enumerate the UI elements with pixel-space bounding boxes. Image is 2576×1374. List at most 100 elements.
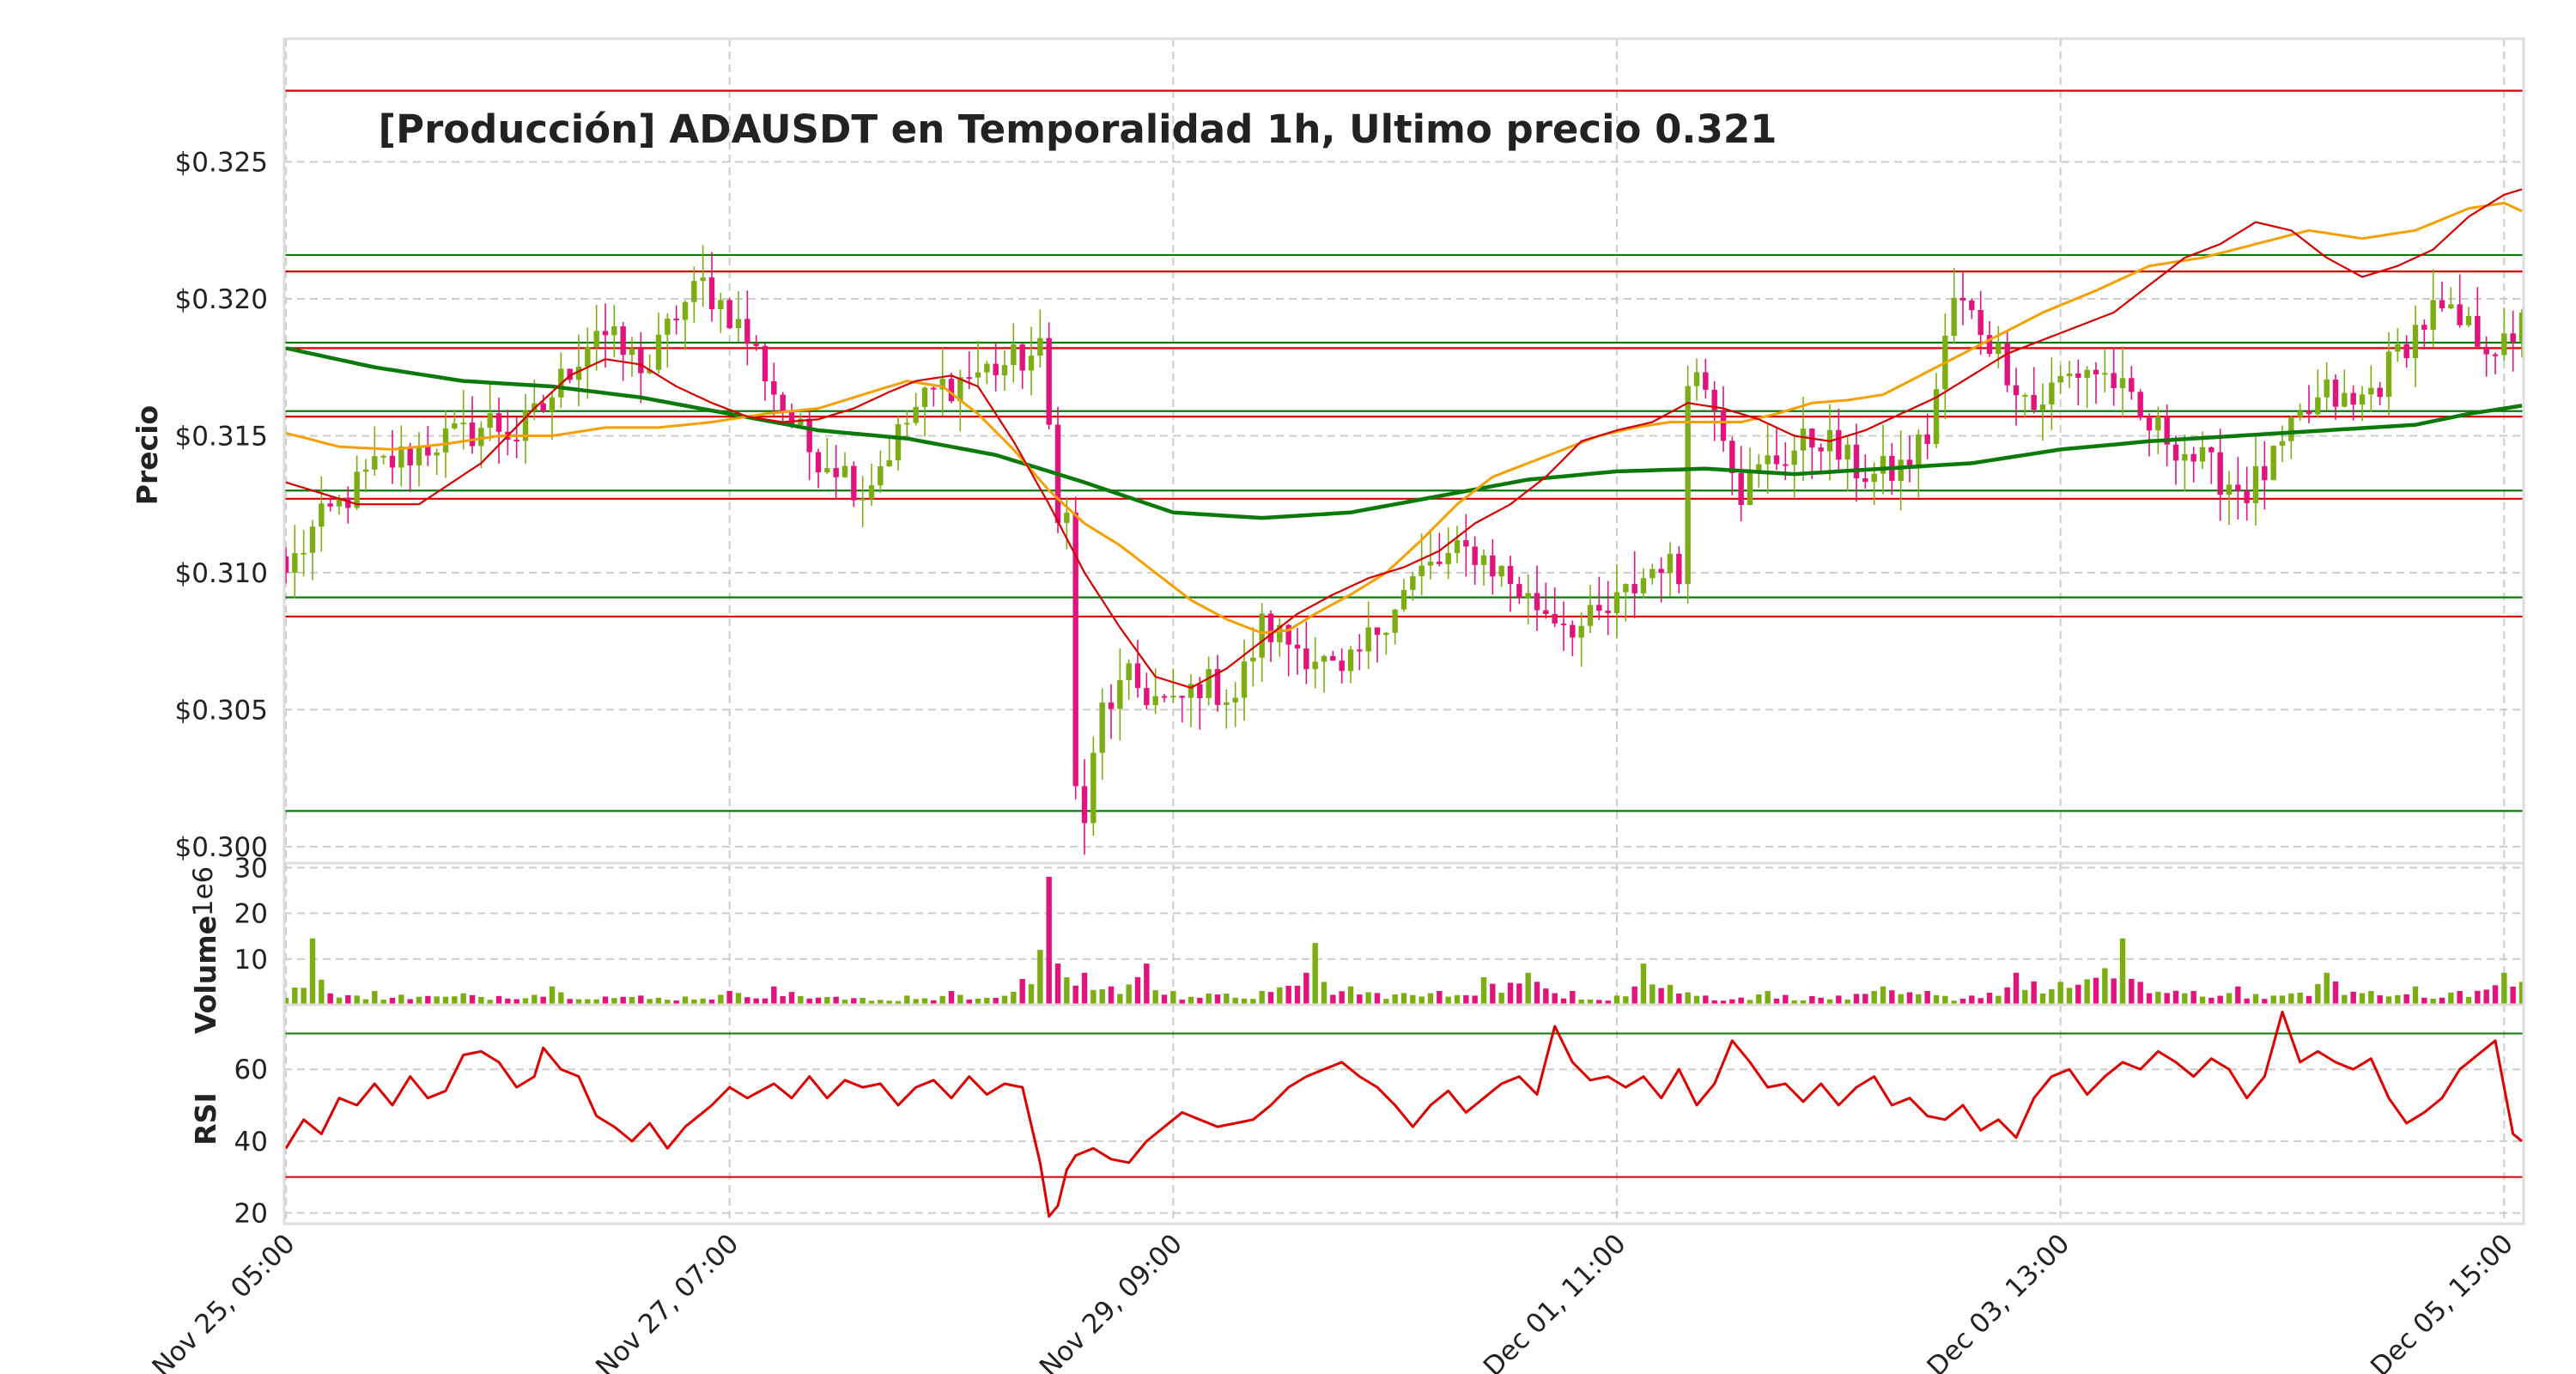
candle-body [354, 471, 360, 508]
candle [1818, 443, 1824, 473]
volume-bar [620, 996, 626, 1005]
volume-bar [2359, 993, 2366, 1005]
volume-bar [1853, 994, 1860, 1005]
volume-bar [1463, 994, 1469, 1005]
rsi-panel-frame [283, 1003, 2525, 1225]
candle-body [2465, 315, 2472, 325]
x-tick-label: Nov 25, 05:00 [146, 1228, 301, 1374]
candle [611, 305, 617, 357]
candle-body [2031, 394, 2037, 410]
candle [1534, 565, 1540, 631]
candle [434, 448, 440, 475]
volume-bar [1152, 990, 1158, 1005]
candle [1285, 623, 1291, 677]
candle [1179, 695, 1185, 723]
volume-bar [629, 996, 635, 1005]
candle [1800, 397, 1807, 482]
volume-bar [1224, 994, 1230, 1005]
volume-bar [1188, 996, 1194, 1005]
candle [806, 409, 812, 480]
candle-body [2252, 465, 2259, 503]
candle-body [1480, 555, 1487, 565]
volume-bar [2448, 992, 2454, 1005]
volume-bar [1809, 995, 1815, 1005]
volume-bar [2031, 981, 2037, 1005]
candle [2111, 347, 2117, 406]
volume-bar [1871, 990, 1877, 1005]
volume-bar [1676, 993, 1682, 1005]
candle-body [319, 503, 325, 527]
candle [1232, 682, 1238, 727]
volume-bar [1862, 994, 1868, 1005]
candle-body [620, 326, 626, 356]
candle-body [1498, 566, 1504, 577]
candle [638, 331, 644, 404]
volume-bar [1144, 964, 1150, 1005]
candle-body [2421, 325, 2427, 331]
candle-body [2385, 351, 2392, 398]
candle [1161, 693, 1168, 702]
candle-body [2270, 446, 2276, 481]
candle-body [1525, 593, 1531, 599]
volume-bar [2297, 992, 2303, 1005]
price-tick-label: $0.325 [175, 148, 268, 179]
candle [1321, 654, 1327, 693]
volume-bar [2465, 996, 2472, 1005]
volume-bar [1498, 992, 1504, 1005]
candle [2146, 413, 2153, 457]
candle [1011, 323, 1017, 383]
volume-bar [2119, 938, 2126, 1005]
candle [1640, 568, 1647, 599]
candle [2164, 404, 2170, 466]
volume-bar [1507, 982, 1514, 1005]
volume-bar [1170, 991, 1176, 1005]
candle-body [2172, 444, 2179, 461]
candle-body [301, 552, 307, 555]
candle-body [904, 423, 910, 425]
volume-panel-frame [283, 861, 2525, 1006]
candle-body [1011, 344, 1017, 366]
volume-bar [2510, 986, 2516, 1005]
candle-body [1170, 696, 1176, 698]
candle [2324, 362, 2330, 410]
candle-body [1649, 568, 1656, 579]
candle [1729, 436, 1735, 495]
candle [1214, 654, 1221, 712]
candle [2119, 346, 2126, 417]
candle [495, 398, 502, 464]
candle-body [1064, 512, 1070, 523]
candle-body [984, 363, 990, 373]
volume-bar [2190, 991, 2196, 1005]
candle [1667, 542, 1674, 597]
candle [1330, 650, 1336, 661]
candle [1339, 647, 1345, 684]
volume-bar [2483, 989, 2489, 1005]
price-tick-label: $0.315 [175, 421, 268, 452]
volume-bar [407, 999, 413, 1005]
volume-bar [1587, 999, 1594, 1005]
candle-body [1392, 609, 1398, 633]
candle-body [1117, 680, 1123, 709]
candle [2475, 287, 2481, 348]
volume-bars [284, 876, 2524, 1005]
candle [292, 525, 298, 599]
candle [948, 372, 955, 404]
moving-averages [285, 188, 2523, 690]
volume-bar [1667, 984, 1674, 1005]
volume-bar [1011, 991, 1017, 1005]
candle-body [327, 503, 333, 507]
candle [1134, 640, 1141, 698]
candle [2342, 369, 2348, 408]
volume-bar [1773, 998, 1780, 1005]
candle [1374, 627, 1381, 663]
volume-bar [957, 994, 963, 1005]
candle [2004, 331, 2010, 392]
candle-body [2217, 452, 2223, 495]
volume-bar [1986, 993, 1993, 1005]
candle [2403, 335, 2409, 368]
volume-bar [1623, 996, 1629, 1005]
candle-body [540, 403, 546, 412]
volume-bar [2315, 983, 2321, 1005]
candle-body [1224, 702, 1230, 705]
